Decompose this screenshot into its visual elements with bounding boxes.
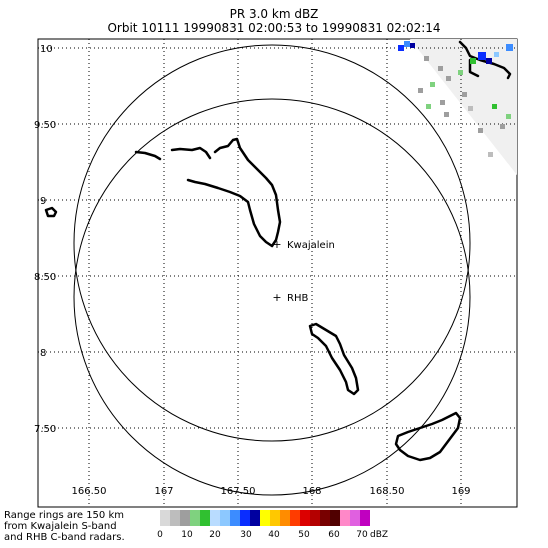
kwajalein-label: Kwajalein bbox=[287, 240, 335, 251]
kwajalein-range-ring bbox=[73, 44, 471, 442]
lon-label: 166.50 bbox=[72, 486, 107, 497]
rhb-range-ring bbox=[73, 98, 471, 496]
dbz-tick: 20 bbox=[209, 530, 221, 540]
color-bar-swatch bbox=[310, 510, 320, 526]
lon-label: 167.50 bbox=[221, 486, 256, 497]
lat-label: 8.50 bbox=[34, 272, 56, 283]
kwajalein-atoll bbox=[134, 137, 282, 248]
range-ring-note-line: and RHB C-band radars. bbox=[4, 532, 125, 543]
color-bar-swatch bbox=[320, 510, 330, 526]
pr-swath-area bbox=[410, 39, 517, 175]
color-bar-swatch bbox=[220, 510, 230, 526]
dbz-tick: 10 bbox=[181, 530, 193, 540]
dbz-tick: 70 bbox=[356, 530, 368, 540]
range-ring-note-line: Range rings are 150 km bbox=[4, 510, 124, 521]
color-bar-swatch bbox=[210, 510, 220, 526]
dbz-tick: 40 bbox=[268, 530, 280, 540]
dbz-tick: 0 bbox=[157, 530, 163, 540]
lat-label: 8 bbox=[40, 348, 46, 359]
map-frame bbox=[37, 38, 518, 508]
color-bar-swatch bbox=[360, 510, 370, 526]
lon-label: 169 bbox=[451, 486, 470, 497]
color-bar-swatch bbox=[170, 510, 180, 526]
color-bar-swatch bbox=[280, 510, 290, 526]
color-bar-swatch bbox=[160, 510, 170, 526]
southeastern-atoll bbox=[394, 411, 462, 462]
lat-label: 9 bbox=[40, 196, 46, 207]
dbz-tick-labels: 0 10 20 30 40 50 60 70 dBZ bbox=[157, 530, 388, 540]
dbz-color-bar bbox=[160, 510, 370, 526]
range-ring-note-line: from Kwajalein S-band bbox=[4, 521, 117, 532]
color-bar-swatch bbox=[330, 510, 340, 526]
lat-label: 9.50 bbox=[34, 120, 56, 131]
color-bar-swatch bbox=[250, 510, 260, 526]
color-bar-swatch bbox=[300, 510, 310, 526]
dbz-tick: 50 bbox=[298, 530, 310, 540]
kwajalein-marker: + bbox=[272, 238, 281, 251]
color-bar-swatch bbox=[230, 510, 240, 526]
lat-label: 7.50 bbox=[34, 424, 56, 435]
lon-label: 167 bbox=[154, 486, 173, 497]
rhb-marker: + bbox=[272, 291, 281, 304]
color-bar-swatch bbox=[240, 510, 250, 526]
lon-label: 168 bbox=[302, 486, 321, 497]
rhb-label: RHB bbox=[287, 293, 308, 304]
small-island bbox=[44, 206, 58, 218]
dbz-unit: dBZ bbox=[370, 530, 388, 540]
color-bar-swatch bbox=[190, 510, 200, 526]
color-bar-swatch bbox=[200, 510, 210, 526]
site-markers: + Kwajalein + RHB bbox=[272, 238, 334, 304]
lon-label: 168.50 bbox=[370, 486, 405, 497]
color-bar-swatch bbox=[270, 510, 280, 526]
color-bar-swatch bbox=[260, 510, 270, 526]
color-bar-swatch bbox=[180, 510, 190, 526]
map-title: PR 3.0 km dBZ bbox=[229, 7, 319, 21]
orbit-subtitle: Orbit 10111 19990831 02:00:53 to 1999083… bbox=[107, 21, 441, 35]
dbz-tick: 30 bbox=[240, 530, 252, 540]
southern-atoll bbox=[308, 322, 360, 396]
color-bar-swatch bbox=[340, 510, 350, 526]
dbz-tick: 60 bbox=[328, 530, 340, 540]
color-bar-swatch bbox=[350, 510, 360, 526]
color-bar-swatch bbox=[290, 510, 300, 526]
reflectivity-echoes bbox=[398, 41, 513, 157]
lat-label: 10 bbox=[40, 44, 53, 55]
